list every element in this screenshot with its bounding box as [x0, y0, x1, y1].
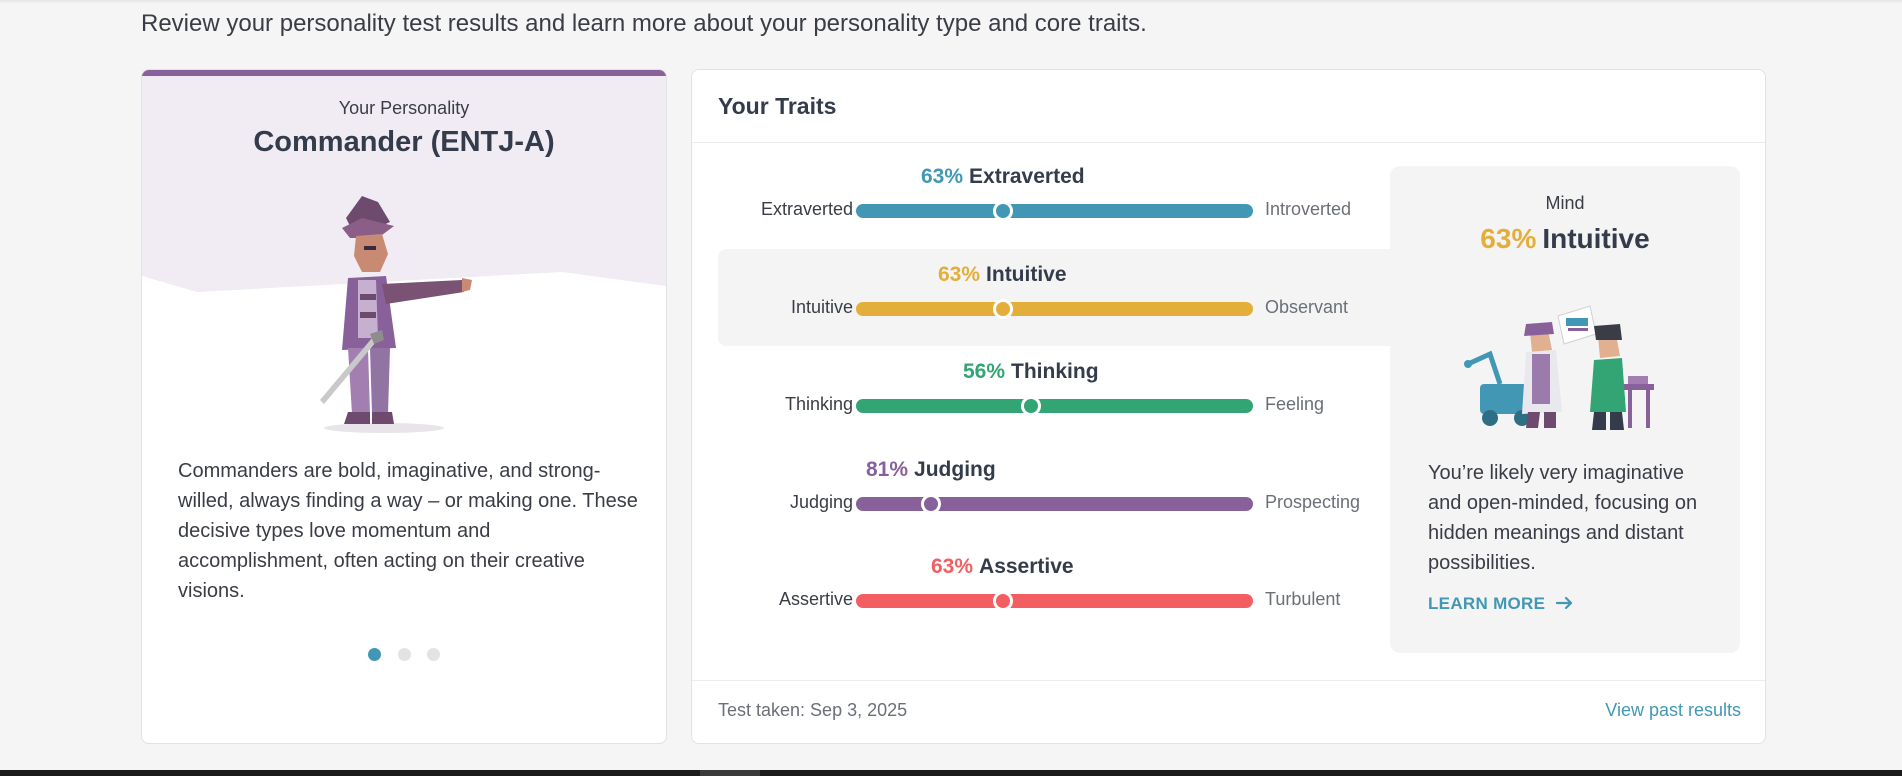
trait-marker: [1020, 396, 1041, 416]
trait-right-label: Introverted: [1265, 199, 1352, 219]
trait-row-thinking[interactable]: 56% Thinking Thinking Feeling: [718, 346, 1398, 443]
trait-category: Mind: [1545, 193, 1585, 213]
carousel-dots: [142, 648, 666, 666]
view-past-results-link[interactable]: View past results: [1605, 700, 1741, 720]
trait-row-extraverted[interactable]: 63% Extraverted Extraverted Introverted: [718, 151, 1398, 248]
trait-name: Thinking: [1011, 360, 1099, 383]
trait-name: Extraverted: [969, 165, 1085, 188]
trait-detail-panel: Mind 63% Intuitive: [1390, 166, 1740, 653]
trait-bar: [856, 302, 1253, 316]
trait-right-label: Turbulent: [1265, 589, 1341, 609]
trait-right-label: Observant: [1265, 297, 1349, 317]
trait-detail-heading: 63% Intuitive: [1390, 223, 1740, 255]
learn-more-link[interactable]: LEARN MORE: [1428, 594, 1574, 614]
trait-marker: [992, 591, 1013, 611]
trait-detail-description: You’re likely very imaginative and open-…: [1428, 462, 1698, 574]
personality-title: Commander (ENTJ-A): [253, 126, 555, 158]
hero-background: [142, 76, 666, 376]
trait-percent: 63%: [921, 165, 964, 188]
trait-row-assertive[interactable]: 63% Assertive Assertive Turbulent: [718, 541, 1398, 638]
intuitive-illustration: [1464, 305, 1654, 430]
trait-percent: 81%: [866, 458, 909, 481]
trait-detail-percent: 63%: [1480, 223, 1537, 254]
trait-name: Intuitive: [986, 263, 1067, 286]
trait-percent: 63%: [938, 263, 981, 286]
trait-marker: [992, 201, 1013, 221]
trait-bar: [856, 594, 1253, 608]
trait-heading: 63% Assertive: [931, 555, 1074, 579]
traits-footer: Test taken: Sep 3, 2025 View past result…: [692, 680, 1765, 743]
trait-marker: [921, 494, 942, 514]
trait-percent: 56%: [963, 360, 1006, 383]
trait-heading: 63% Extraverted: [921, 165, 1085, 189]
carousel-dot-2[interactable]: [397, 648, 411, 661]
commander-illustration: [320, 196, 472, 433]
trait-row-intuitive[interactable]: 63% Intuitive Intuitive Observant: [718, 249, 1398, 346]
trait-left-label: Assertive: [778, 589, 853, 609]
top-shadow: [0, 0, 1902, 4]
trait-name: Assertive: [979, 555, 1074, 578]
bottom-taskbar: [0, 770, 1902, 776]
trait-bar: [856, 204, 1253, 218]
learn-more-label: LEARN MORE: [1428, 594, 1546, 613]
trait-row-judging[interactable]: 81% Judging Judging Prospecting: [718, 444, 1398, 541]
traits-title: Your Traits: [718, 93, 837, 119]
traits-card: Your Traits 63% Extraverted Extraverted Int…: [691, 69, 1766, 744]
carousel-dot-3[interactable]: [426, 648, 440, 661]
trait-bar: [856, 497, 1253, 511]
trait-right-label: Feeling: [1265, 394, 1325, 414]
taskbar-segment: [700, 770, 760, 776]
trait-left-label: Judging: [789, 492, 853, 512]
trait-left-label: Thinking: [784, 394, 853, 414]
trait-detail-name: Intuitive: [1542, 223, 1650, 254]
trait-percent: 63%: [931, 555, 974, 578]
trait-right-label: Prospecting: [1265, 492, 1361, 512]
personality-label: Your Personality: [338, 98, 470, 118]
trait-left-label: Extraverted: [760, 199, 853, 219]
trait-name: Judging: [914, 458, 996, 481]
traits-header: Your Traits: [692, 70, 1765, 143]
trait-bar: [856, 399, 1253, 413]
personality-accent-bar: [142, 70, 666, 76]
personality-card: Your Personality Commander (ENTJ-A) Comm…: [141, 69, 667, 744]
personality-description: Commanders are bold, imaginative, and st…: [178, 460, 638, 602]
arrow-right-icon: [1556, 596, 1573, 610]
trait-heading: 81% Judging: [866, 458, 996, 482]
intro-text: Review your personality test results and…: [141, 10, 1147, 37]
carousel-dot-1[interactable]: [368, 648, 382, 661]
trait-heading: 56% Thinking: [963, 360, 1099, 384]
trait-marker: [992, 299, 1013, 319]
trait-left-label: Intuitive: [790, 297, 853, 317]
trait-heading: 63% Intuitive: [938, 263, 1067, 287]
test-taken-date: Test taken: Sep 3, 2025: [718, 700, 908, 720]
